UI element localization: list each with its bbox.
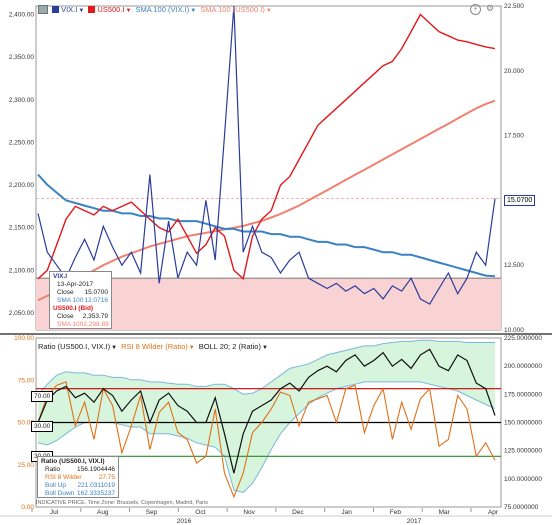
x-year-label: 2016 [177, 518, 192, 525]
crosshair-icon[interactable]: + [470, 4, 481, 15]
upper-plot-area [35, 5, 502, 331]
x-year-label: 2017 [407, 518, 422, 525]
boll-up-line [37, 339, 495, 395]
left-tick-label: 2,350.00 [9, 54, 35, 61]
legend-ratio[interactable]: Ratio (US500.I, VIX.I)▼ [38, 342, 118, 351]
lower-panel: 100.00 75.00 50.00 25.00 0.00 225.0000000 200.… [0, 333, 552, 525]
x-month-label: Nov [243, 509, 255, 516]
sma-vix-line [37, 173, 496, 278]
legend-vix[interactable]: VIX.I▼ [52, 5, 84, 14]
right-tick-label: 75.0000000 [504, 504, 539, 511]
left-tick-label: 100.00 [14, 335, 34, 342]
chart-settings-icon[interactable] [38, 5, 48, 14]
upper-legend: VIX.I▼ US500.I▼ SMA 100 (VIX.I)▼ SMA 100… [38, 5, 272, 14]
left-tick-label: 2,300.00 [9, 97, 35, 104]
legend-rsi[interactable]: RSI 8 Wilder (Ratio)▼ [121, 342, 195, 351]
lower-legend: Ratio (US500.I, VIX.I)▼ RSI 8 Wilder (Ra… [38, 342, 268, 351]
x-month-label: Aug [97, 509, 109, 516]
right-tick-label: 100.0000000 [504, 476, 542, 483]
upper-tooltip: VIX.I 13-Apr-2017 Close 15.0700 SMA 100 12… [49, 271, 112, 329]
x-month-label: Jul [50, 509, 59, 516]
tooltip-title: Ratio (US500.I, VIX.I) [41, 458, 105, 465]
rsi-line [37, 381, 496, 499]
settings-icon[interactable]: ⚙ [486, 3, 495, 13]
us500-close: 2,353.79 [82, 313, 108, 320]
x-month-label: Sep [146, 509, 158, 516]
right-tick-label: 150.0000000 [504, 420, 542, 427]
right-tick-label: 12.500 [504, 262, 524, 269]
right-tick-label: 225.0000000 [504, 335, 542, 342]
left-tick-label: 2,050.00 [9, 310, 35, 317]
sma-us500-line [37, 99, 496, 302]
left-tick-label: 2,150.00 [9, 225, 35, 232]
tooltip-subtitle: US500.I (Bid) [53, 305, 94, 312]
left-tick-label: 2,250.00 [9, 139, 35, 146]
right-tick-label: 200.0000000 [504, 363, 542, 370]
left-tick-label: 25.00 [18, 462, 35, 469]
legend-boll[interactable]: BOLL 20; 2 (Ratio)▼ [198, 342, 268, 351]
left-tick-label: 2,400.00 [9, 12, 35, 19]
upper-panel: 2,400.00 2,350.00 2,300.00 2,250.00 2,200.00… [9, 3, 525, 334]
right-tick-label: 175.0000000 [504, 391, 542, 398]
boll-down-value: 162.3335237 [77, 490, 115, 497]
lower-tooltip: Ratio (US500.I, VIX.I) Ratio 156.1904446 … [37, 456, 119, 498]
legend-sma-vix[interactable]: SMA 100 (VIX.I)▼ [135, 5, 197, 14]
legend-us500[interactable]: US500.I▼ [88, 5, 131, 14]
right-tick-label: 17.500 [504, 133, 524, 140]
us500-line [37, 13, 496, 281]
tooltip-title: VIX.I [53, 273, 68, 280]
legend-sma-us500[interactable]: SMA 100 (US500.I)▼ [200, 5, 272, 14]
right-tick-label: 22.500 [504, 3, 524, 10]
left-tick-label: 75.00 [18, 377, 35, 384]
vix-close: 15.0700 [84, 289, 109, 296]
vix-sma: 12.0716 [84, 297, 109, 304]
right-tick-label: 10.000 [504, 327, 524, 334]
x-month-label: Feb [390, 509, 402, 516]
x-month-label: Mar [439, 509, 451, 516]
us500-sma: 2,298.89 [83, 321, 109, 328]
current-value-badge: 15.0700 [504, 195, 536, 206]
right-tick-label: 125.0000000 [504, 448, 542, 455]
footer-note: INDICATIVE PRICE. Time Zone: Brussels, C… [36, 500, 208, 506]
left-tick-label: 2,200.00 [9, 182, 35, 189]
x-month-label: Oct [195, 509, 205, 516]
boll-up-value: 221.0311019 [77, 482, 115, 489]
left-tick-label: 0.00 [21, 504, 34, 511]
ratio-line [37, 348, 496, 474]
x-month-label: Dec [292, 509, 304, 516]
right-tick-label: 20.000 [504, 68, 524, 75]
tooltip-date: 13-Apr-2017 [57, 281, 94, 288]
vix-line [37, 5, 496, 305]
level-label-70: 70.00 [31, 391, 54, 402]
left-tick-label: 50.00 [18, 420, 35, 427]
x-month-label: Jan [341, 509, 352, 516]
vix-low-zone [36, 278, 501, 330]
left-tick-label: 2,100.00 [9, 267, 35, 274]
ratio-value: 156.1904446 [77, 466, 115, 473]
x-month-label: Apr [488, 509, 499, 516]
level-label-30-upper: 30.00 [31, 421, 54, 432]
rsi-value: 27.75 [98, 474, 115, 481]
